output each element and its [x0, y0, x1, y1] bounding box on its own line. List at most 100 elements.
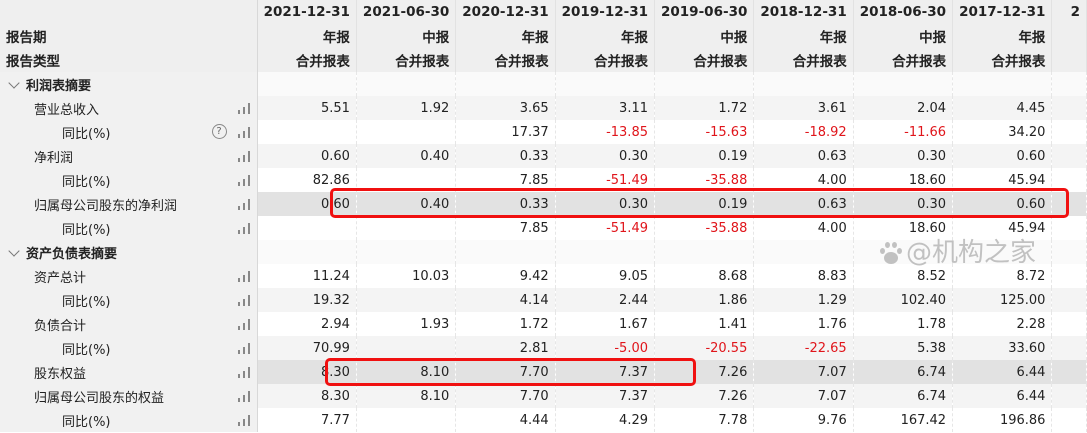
value-cell: 0.60	[257, 144, 357, 168]
column-header-period[interactable]: 年报	[753, 24, 854, 48]
value-cell: 11.24	[257, 264, 357, 288]
value-cell: 2.44	[555, 288, 656, 312]
value-cell	[753, 72, 854, 96]
value-cell: -22.65	[753, 336, 854, 360]
value-cell: 8.68	[654, 264, 755, 288]
value-cell	[356, 240, 457, 264]
column-header-period[interactable]	[1051, 24, 1087, 48]
value-cell	[555, 72, 656, 96]
column-header-date[interactable]: 2021-06-30	[356, 0, 457, 24]
bar-chart-icon[interactable]	[237, 223, 250, 234]
value-cell: 1.78	[853, 312, 954, 336]
value-cell: 1.92	[356, 96, 457, 120]
value-cell: -5.00	[555, 336, 656, 360]
column-header-date[interactable]: 2020-12-31	[455, 0, 556, 24]
column-header-period[interactable]: 年报	[455, 24, 556, 48]
value-cell: 0.63	[753, 144, 854, 168]
value-cell: 8.83	[753, 264, 854, 288]
bar-chart-icon[interactable]	[237, 127, 250, 138]
column-header-date[interactable]: 2018-12-31	[753, 0, 854, 24]
column-header-date[interactable]: 2018-06-30	[853, 0, 954, 24]
bar-chart-icon[interactable]	[237, 199, 250, 210]
value-cell: -20.55	[654, 336, 755, 360]
row-label: 股东权益	[34, 366, 87, 382]
column-header-period[interactable]: 中报	[853, 24, 954, 48]
table-row: 资产总计 11.24 10.03 9.42 9.05 8.68 8.83 8.52 8.72	[0, 264, 1087, 288]
bar-chart-icon[interactable]	[237, 295, 250, 306]
header-row-label	[0, 0, 258, 24]
column-header-period[interactable]: 中报	[356, 24, 457, 48]
chevron-down-icon[interactable]	[8, 76, 20, 89]
column-header-period[interactable]: 年报	[952, 24, 1053, 48]
column-header-type[interactable]: 合并报表	[356, 48, 457, 72]
value-cell: 6.44	[952, 384, 1053, 408]
column-header-type[interactable]: 合并报表	[257, 48, 357, 72]
row-label-cell[interactable]: 利润表摘要	[0, 72, 258, 96]
chevron-down-icon[interactable]	[8, 244, 20, 257]
value-cell	[654, 72, 755, 96]
bar-chart-icon[interactable]	[237, 367, 250, 378]
value-cell: 7.07	[753, 360, 854, 384]
column-header-date[interactable]: 2021-12-31	[257, 0, 357, 24]
row-label-cell[interactable]: 资产负债表摘要	[0, 240, 258, 264]
bar-chart-icon[interactable]	[237, 343, 250, 354]
column-header-type[interactable]: 合并报表	[753, 48, 854, 72]
value-cell: 1.29	[753, 288, 854, 312]
value-cell	[257, 72, 357, 96]
column-header-period[interactable]: 年报	[555, 24, 656, 48]
bar-chart-icon[interactable]	[237, 151, 250, 162]
bar-chart-icon[interactable]	[237, 391, 250, 402]
column-header-type[interactable]	[1051, 48, 1087, 72]
value-cell: 7.78	[654, 408, 755, 432]
column-header-period[interactable]: 中报	[654, 24, 755, 48]
value-cell: 45.94	[952, 216, 1053, 240]
value-cell	[455, 72, 556, 96]
column-header-type[interactable]: 合并报表	[555, 48, 656, 72]
column-header-type[interactable]: 合并报表	[952, 48, 1053, 72]
column-header-period[interactable]: 年报	[257, 24, 357, 48]
column-header-date[interactable]: 2017-12-31	[952, 0, 1053, 24]
column-header-date[interactable]: 2019-12-31	[555, 0, 656, 24]
value-cell: 0.30	[555, 144, 656, 168]
value-cell	[1051, 288, 1087, 312]
row-label-cell: 股东权益	[0, 360, 258, 384]
column-header-date[interactable]: 2019-06-30	[654, 0, 755, 24]
value-cell: 7.07	[753, 384, 854, 408]
bar-chart-icon[interactable]	[237, 319, 250, 330]
value-cell: 8.30	[257, 360, 357, 384]
row-label-cell: 同比(%)	[0, 336, 258, 360]
value-cell	[1051, 96, 1087, 120]
header-row-label: 报告期	[0, 24, 258, 48]
value-cell	[356, 408, 457, 432]
column-header-type[interactable]: 合并报表	[654, 48, 755, 72]
row-label: 归属母公司股东的净利润	[34, 198, 178, 214]
table-row: 同比(%) 70.99 2.81 -5.00 -20.55 -22.65 5.38 33.60	[0, 336, 1087, 360]
value-cell: 7.70	[455, 384, 556, 408]
value-cell: 0.30	[853, 144, 954, 168]
value-cell: 0.60	[257, 192, 357, 216]
value-cell	[1051, 144, 1087, 168]
bar-chart-icon[interactable]	[237, 175, 250, 186]
table-row: 净利润 0.60 0.40 0.33 0.30 0.19 0.63 0.30 0.60	[0, 144, 1087, 168]
help-icon[interactable]: ?	[211, 124, 227, 139]
bar-chart-icon[interactable]	[237, 103, 250, 114]
value-cell: 7.26	[654, 360, 755, 384]
value-cell: 1.72	[455, 312, 556, 336]
highlight-box-net-profit	[330, 188, 1069, 218]
value-cell: -11.66	[853, 120, 954, 144]
value-cell: 70.99	[257, 336, 357, 360]
bar-chart-icon[interactable]	[237, 415, 250, 426]
value-cell	[356, 216, 457, 240]
value-cell	[1051, 336, 1087, 360]
bar-chart-icon[interactable]	[237, 271, 250, 282]
row-label-cell: 营业总收入	[0, 96, 258, 120]
row-label-cell: 归属母公司股东的权益	[0, 384, 258, 408]
row-label: 资产总计	[34, 270, 87, 286]
value-cell: 0.19	[654, 192, 755, 216]
value-cell: 0.30	[555, 192, 656, 216]
column-header-type[interactable]: 合并报表	[455, 48, 556, 72]
column-header-type[interactable]: 合并报表	[853, 48, 954, 72]
value-cell: 1.41	[654, 312, 755, 336]
column-header-date[interactable]: 2	[1051, 0, 1087, 24]
